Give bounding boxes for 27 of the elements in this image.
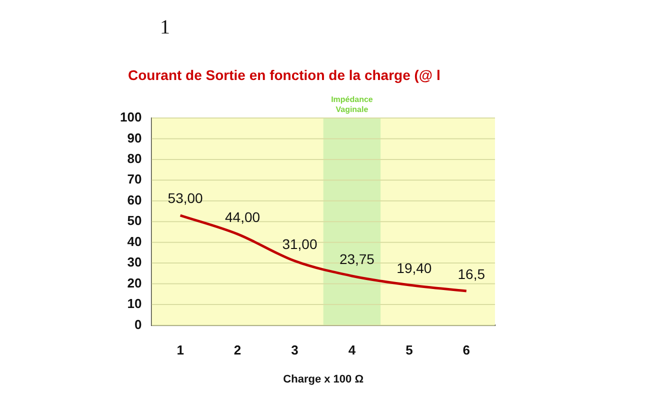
x-tick-label: 6: [462, 342, 470, 358]
x-tick-label: 1: [176, 342, 184, 358]
y-tick-label: 10: [127, 296, 142, 312]
y-tick-label: 0: [134, 316, 142, 332]
y-tick-label: 50: [127, 213, 142, 228]
band-label: Impédance Vaginale: [331, 95, 374, 114]
y-tick-label: 80: [127, 151, 142, 166]
x-tick-label: 5: [406, 342, 413, 358]
x-axis-title: Charge x 100 Ω: [283, 373, 364, 386]
chart-title: Courant de Sortie en fonction de la charge (@ l: [128, 66, 440, 83]
y-tick-label: 40: [127, 234, 142, 249]
y-tick-label: 60: [127, 192, 142, 208]
y-tick-label: 70: [127, 172, 142, 187]
x-tick-label: 4: [348, 342, 356, 358]
x-tick-label: 3: [291, 342, 298, 358]
data-label: 23,75: [339, 250, 375, 267]
data-label: 53,00: [168, 190, 204, 206]
y-tick-label: 20: [127, 275, 142, 290]
data-label: 31,00: [282, 236, 318, 252]
data-label: 44,00: [224, 208, 260, 225]
y-tick-label: 90: [127, 130, 142, 146]
y-tick-label: 30: [127, 254, 142, 270]
y-tick-label: 100: [120, 110, 142, 125]
x-tick-label: 2: [234, 342, 242, 358]
data-label: 19,40: [396, 260, 432, 276]
data-label: 16,5: [458, 266, 486, 282]
text: 1: [160, 16, 170, 38]
